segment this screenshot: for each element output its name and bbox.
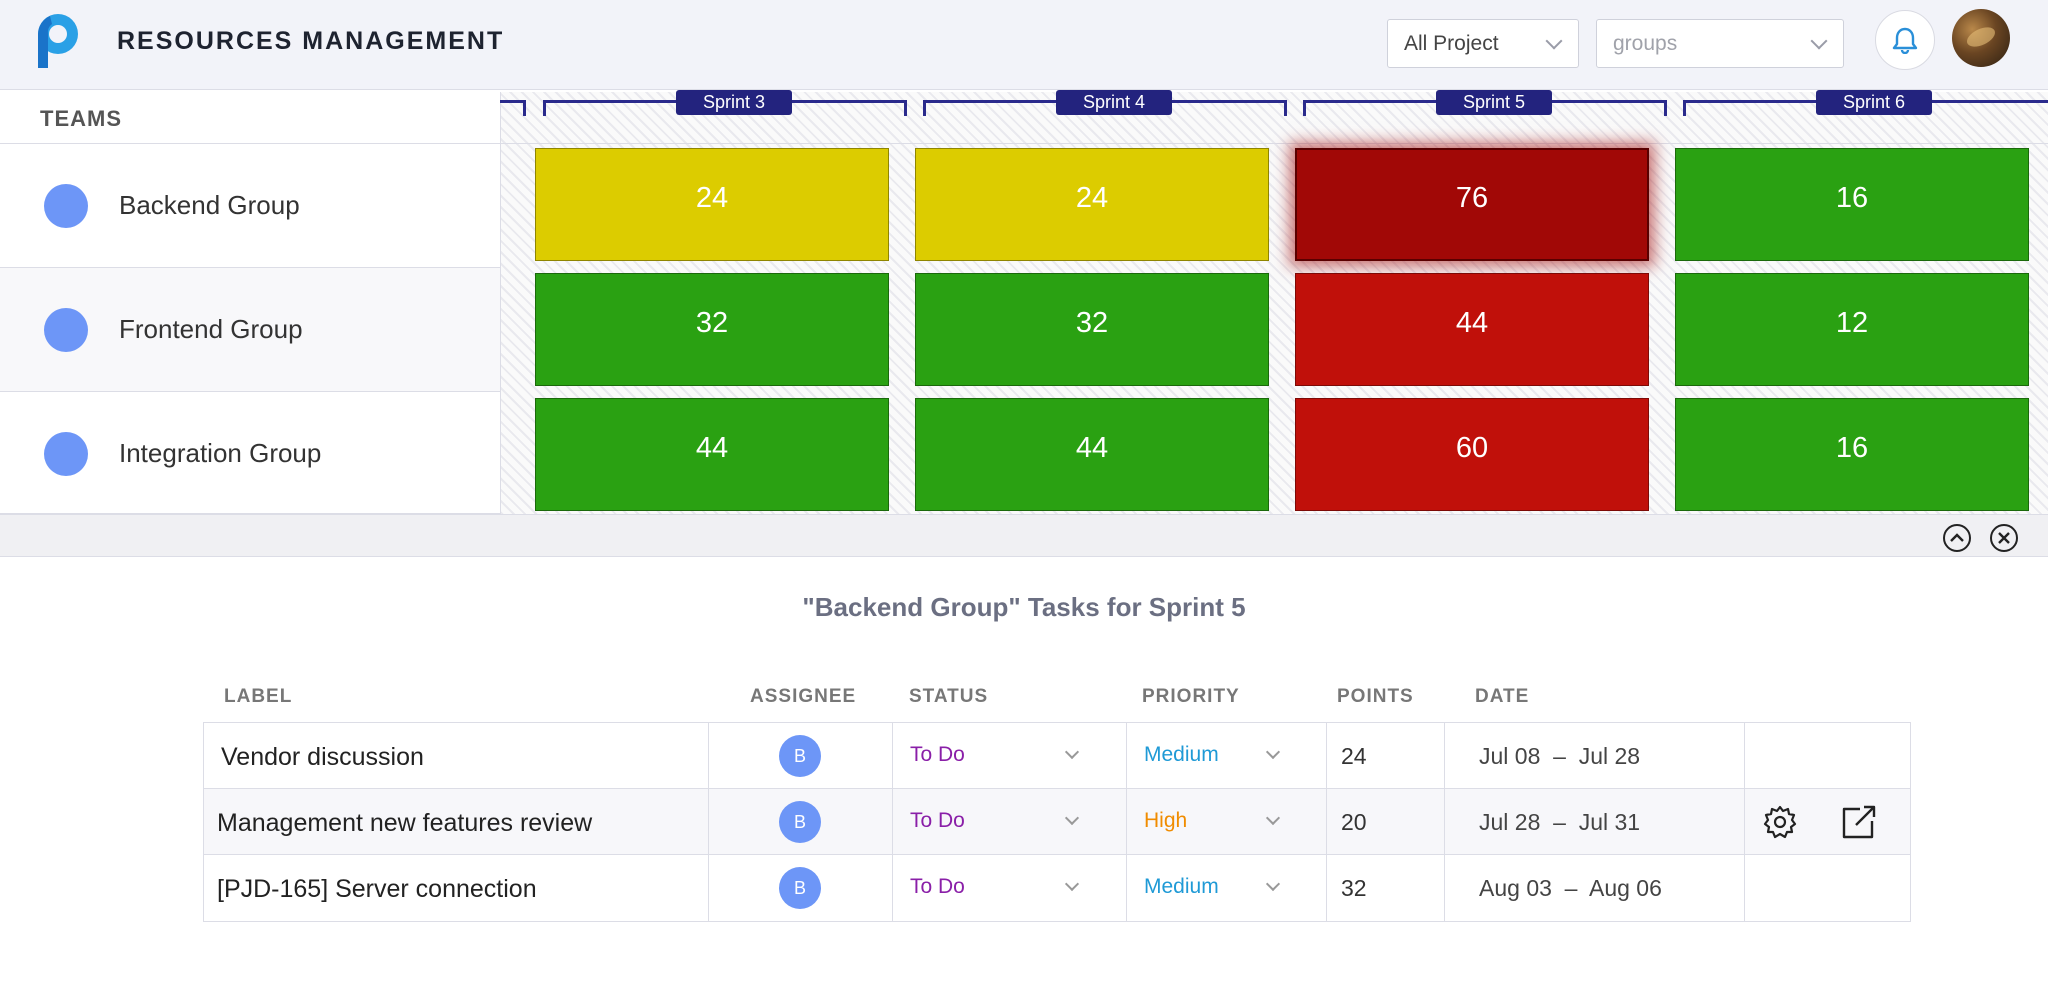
team-avatar <box>44 184 88 228</box>
notifications-button[interactable] <box>1875 10 1935 70</box>
app-title: RESOURCES MANAGEMENT <box>117 27 505 55</box>
sprint-bracket <box>500 100 526 116</box>
sprint-tag-3[interactable]: Sprint 3 <box>676 90 792 115</box>
team-row-integration[interactable]: Integration Group <box>0 392 500 514</box>
tasks-table: Vendor discussion B To Do Medium 24 Jul … <box>203 722 1911 922</box>
chevron-down-icon <box>1265 876 1281 892</box>
capacity-cell[interactable]: 44 <box>915 398 1269 511</box>
capacity-cell-selected[interactable]: 76 <box>1295 148 1649 261</box>
sprint-header <box>500 92 2048 144</box>
task-points: 24 <box>1341 743 1367 769</box>
table-row[interactable]: Vendor discussion B To Do Medium 24 Jul … <box>204 723 1910 789</box>
task-date-range[interactable]: Aug 03 – Aug 06 <box>1479 875 1662 901</box>
status-value: To Do <box>910 809 965 832</box>
tasks-panel-title: "Backend Group" Tasks for Sprint 5 <box>802 592 1246 622</box>
column-header-assignee[interactable]: ASSIGNEE <box>750 686 857 707</box>
capacity-cell[interactable]: 44 <box>1295 273 1649 386</box>
team-name: Backend Group <box>119 190 300 220</box>
close-circle-icon <box>1998 532 2010 544</box>
chevron-down-icon <box>1265 744 1281 760</box>
assignee-avatar[interactable]: B <box>779 735 821 777</box>
assignee-avatar[interactable]: B <box>779 867 821 909</box>
chevron-down-icon <box>1064 810 1080 826</box>
task-points: 32 <box>1341 875 1367 901</box>
capacity-cell[interactable]: 32 <box>915 273 1269 386</box>
close-panel-button[interactable] <box>1990 524 2018 552</box>
teams-header: TEAMS <box>0 92 500 144</box>
priority-value: Medium <box>1144 875 1219 898</box>
status-value: To Do <box>910 743 965 766</box>
project-select[interactable]: All Project <box>1387 19 1579 68</box>
status-value: To Do <box>910 875 965 898</box>
task-label: Management new features review <box>217 809 593 837</box>
column-header-label[interactable]: LABEL <box>224 686 293 707</box>
p-logo-icon[interactable] <box>30 10 82 70</box>
capacity-cell[interactable]: 16 <box>1675 398 2029 511</box>
capacity-cell[interactable]: 32 <box>535 273 889 386</box>
column-header-points[interactable]: POINTS <box>1337 686 1414 707</box>
project-select-value: All Project <box>1404 31 1499 55</box>
chevron-down-icon <box>1810 32 1828 50</box>
chevron-down-icon <box>1064 876 1080 892</box>
priority-value: High <box>1144 809 1188 832</box>
task-date-range[interactable]: Jul 28 – Jul 31 <box>1479 809 1641 835</box>
sprint-tag-4[interactable]: Sprint 4 <box>1056 90 1172 115</box>
teams-title: TEAMS <box>40 106 122 131</box>
column-header-priority[interactable]: PRIORITY <box>1142 686 1240 707</box>
priority-value: Medium <box>1144 743 1219 766</box>
sprint-tag-5[interactable]: Sprint 5 <box>1436 90 1552 115</box>
sprint-tag-6[interactable]: Sprint 6 <box>1816 90 1932 115</box>
task-points: 20 <box>1341 809 1367 835</box>
capacity-cell[interactable]: 24 <box>915 148 1269 261</box>
chevron-up-circle-icon <box>1950 533 1964 542</box>
team-avatar <box>44 308 88 352</box>
user-avatar[interactable] <box>1952 9 2010 67</box>
external-link-icon[interactable] <box>1840 803 1878 841</box>
team-row-frontend[interactable]: Frontend Group <box>0 268 500 392</box>
table-row[interactable]: [PJD-165] Server connection B To Do Medi… <box>204 855 1910 921</box>
bell-icon <box>1892 27 1918 54</box>
team-row-backend[interactable]: Backend Group <box>0 144 500 268</box>
table-row[interactable]: Management new features review B To Do H… <box>204 789 1910 855</box>
team-name: Frontend Group <box>119 314 303 344</box>
assignee-avatar[interactable]: B <box>779 801 821 843</box>
task-label: Vendor discussion <box>221 743 424 771</box>
capacity-cell[interactable]: 12 <box>1675 273 2029 386</box>
capacity-cell[interactable]: 60 <box>1295 398 1649 511</box>
capacity-cell[interactable]: 16 <box>1675 148 2029 261</box>
capacity-cell[interactable]: 44 <box>535 398 889 511</box>
collapse-panel-button[interactable] <box>1943 524 1971 552</box>
capacity-cell[interactable]: 24 <box>535 148 889 261</box>
groups-select-placeholder: groups <box>1613 31 1678 55</box>
chevron-down-icon <box>1545 32 1563 50</box>
task-date-range[interactable]: Jul 08 – Jul 28 <box>1479 743 1641 769</box>
team-name: Integration Group <box>119 438 322 468</box>
gear-icon[interactable] <box>1761 803 1799 841</box>
chevron-down-icon <box>1064 744 1080 760</box>
groups-select[interactable]: groups <box>1596 19 1844 68</box>
task-label: [PJD-165] Server connection <box>217 875 537 903</box>
panel-divider <box>0 514 2048 557</box>
chevron-down-icon <box>1265 810 1281 826</box>
column-header-date[interactable]: DATE <box>1475 686 1530 707</box>
column-header-status[interactable]: STATUS <box>909 686 989 707</box>
top-header: RESOURCES MANAGEMENT All Project groups <box>0 0 2048 90</box>
team-avatar <box>44 432 88 476</box>
